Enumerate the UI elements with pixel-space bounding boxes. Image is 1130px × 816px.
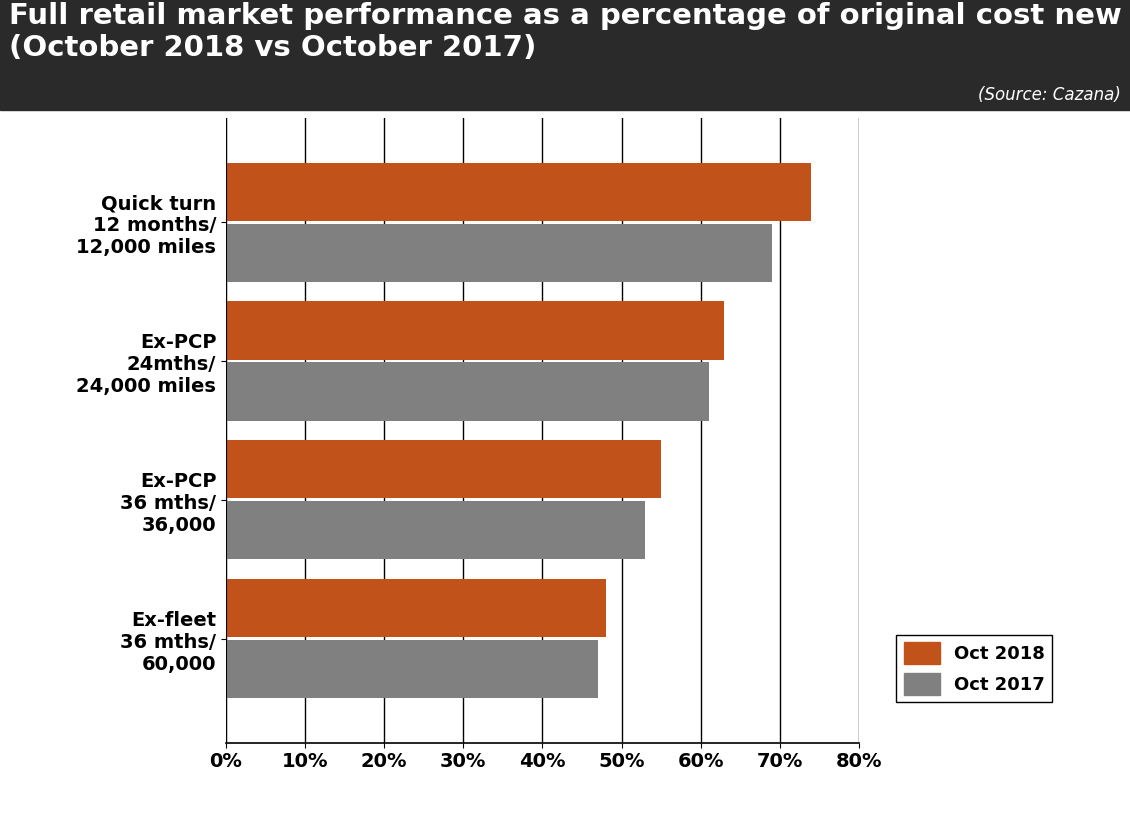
Bar [226, 501, 645, 560]
Bar [226, 224, 772, 282]
Bar [226, 579, 606, 637]
Bar [226, 162, 811, 221]
Text: Full retail market performance as a percentage of original cost new
(October 201: Full retail market performance as a perc… [9, 2, 1122, 62]
Text: (Source: Cazana): (Source: Cazana) [979, 86, 1121, 104]
Bar [226, 640, 598, 698]
Legend: Oct 2018, Oct 2017: Oct 2018, Oct 2017 [896, 635, 1052, 703]
Bar [226, 362, 709, 421]
Bar [226, 440, 661, 499]
Bar [226, 301, 724, 360]
